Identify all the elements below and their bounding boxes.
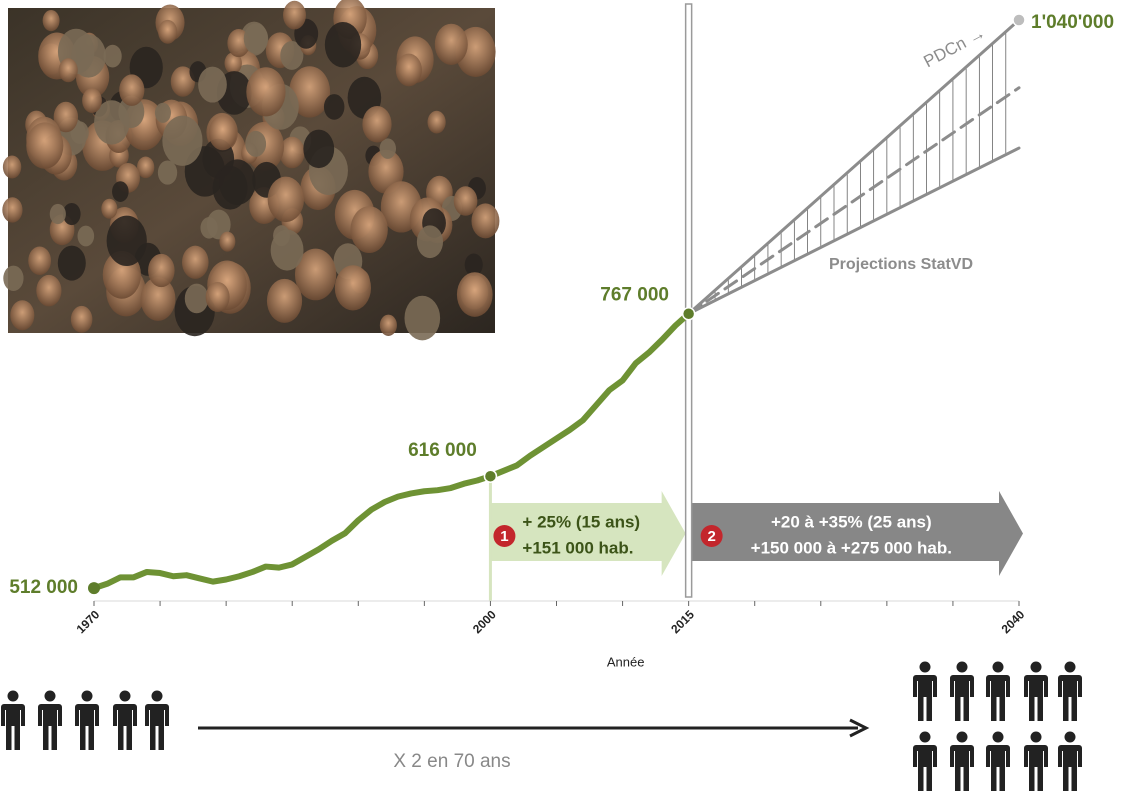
point-label: 767 000 bbox=[600, 285, 669, 306]
x-tick-label: 2015 bbox=[668, 607, 697, 636]
step-number: 2 bbox=[707, 528, 715, 545]
x-tick-label: 1970 bbox=[74, 607, 103, 636]
data-point bbox=[483, 469, 498, 483]
step-badge bbox=[493, 525, 516, 547]
projection-line bbox=[687, 146, 1021, 316]
period-arrow bbox=[691, 491, 1023, 576]
point-label: 512 000 bbox=[9, 577, 78, 598]
period-text: +150 000 à +275 000 hab. bbox=[751, 538, 952, 557]
data-point bbox=[681, 306, 696, 321]
annotation: PDCn → bbox=[920, 23, 988, 71]
projection-line bbox=[687, 18, 1021, 316]
footer-text: X 2 en 70 ans bbox=[393, 751, 510, 772]
x-tick-label: 2040 bbox=[999, 607, 1028, 636]
footer: X 2 en 70 ans bbox=[1, 661, 1082, 791]
period-text: + 25% (15 ans) bbox=[522, 512, 640, 531]
step-badge bbox=[700, 525, 723, 547]
period-text: +151 000 hab. bbox=[522, 538, 633, 557]
population-line bbox=[91, 310, 692, 592]
point-label: 616 000 bbox=[408, 440, 477, 461]
plot: 1 + 25% (15 ans) +151 000 hab. 2 +20 à +35% … bbox=[9, 3, 1114, 669]
vline bbox=[684, 3, 693, 598]
step-number: 1 bbox=[500, 528, 508, 545]
data-point bbox=[88, 582, 100, 595]
period-arrow bbox=[490, 491, 686, 576]
x-axis-label: Année bbox=[607, 654, 645, 669]
data-point bbox=[1012, 13, 1026, 27]
x-tick-label: 2000 bbox=[470, 607, 499, 636]
crowd-photo bbox=[2, 0, 500, 341]
period-text: +20 à +35% (25 ans) bbox=[771, 512, 932, 531]
projection-line bbox=[687, 86, 1021, 316]
annotation: Projections StatVD bbox=[829, 256, 973, 273]
point-label: 1'040'000 bbox=[1031, 12, 1114, 33]
